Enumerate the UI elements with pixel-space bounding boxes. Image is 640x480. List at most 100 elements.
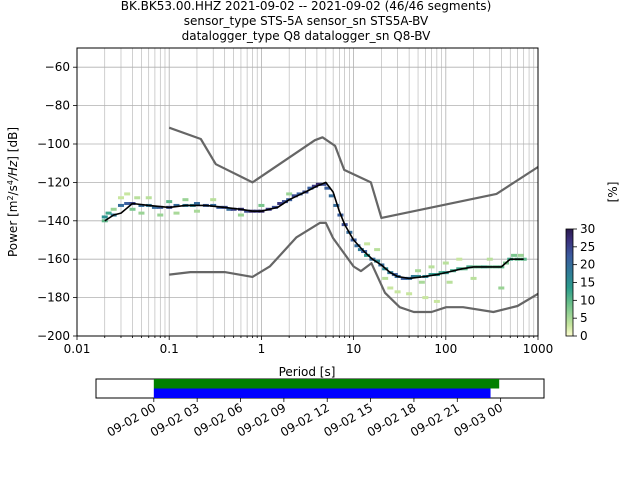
heatmap-cell — [117, 203, 124, 207]
series-line-nhnm — [168, 126, 539, 219]
heatmap-cell — [486, 257, 493, 261]
heatmap-cell — [433, 299, 440, 303]
heatmap-cell — [470, 276, 477, 280]
heatmap-cell — [442, 261, 449, 265]
heatmap-cell — [258, 203, 265, 207]
heatmap-cell — [333, 203, 340, 207]
heatmap-cell — [311, 184, 318, 188]
heatmap-cell — [182, 198, 189, 202]
heatmap-cell — [237, 213, 244, 217]
x-axis-label: Period [s] — [279, 365, 336, 379]
timeline-tick-label: 09-03 00 — [451, 400, 505, 439]
timeline-tick-label: 09-02 09 — [235, 400, 289, 439]
heatmap-cell — [446, 280, 453, 284]
y-tick-label: −200 — [37, 329, 70, 343]
heatmap-cell — [124, 202, 131, 206]
heatmap-cell — [226, 207, 233, 211]
heatmap-cell — [145, 196, 152, 200]
title-line-3: datalogger_type Q8 datalogger_sn Q8-BV — [182, 29, 432, 43]
heatmap-cell — [520, 257, 527, 261]
heatmap-cell — [110, 207, 117, 211]
colorbar-tick-label: 15 — [580, 276, 595, 290]
heatmap-cell — [456, 257, 463, 261]
heatmap-cell — [307, 186, 314, 190]
heatmap-cell — [374, 259, 381, 263]
heatmap-cell — [315, 182, 322, 186]
heatmap-cell — [129, 207, 136, 211]
heatmap-cell — [410, 274, 417, 278]
heatmap-cell — [138, 211, 145, 215]
heatmap-cell — [406, 292, 413, 296]
heatmap-cell — [101, 215, 108, 219]
series-line-mode — [104, 181, 524, 280]
heatmap-cell — [382, 276, 389, 280]
heatmap-cell — [374, 248, 381, 252]
heatmap-cell — [511, 253, 518, 257]
y-tick-label: −80 — [45, 99, 70, 113]
heatmap-cell — [394, 290, 401, 294]
timeline-bar-data_availability — [153, 379, 500, 389]
heatmap-cell — [101, 219, 108, 223]
heatmap-cell — [193, 202, 200, 206]
y-tick-label: −180 — [37, 291, 70, 305]
heatmap-cell — [286, 192, 293, 196]
colorbar-gradient — [565, 228, 574, 337]
colorbar-tick-label: 20 — [580, 258, 595, 272]
heatmap-cell — [415, 274, 422, 278]
heatmap-cell — [173, 211, 180, 215]
heatmap-cell — [151, 205, 158, 209]
x-axis-ticks: 0.01 0.1 1 10 100 1000 — [64, 336, 554, 356]
timeline-bar-used_segments — [153, 388, 491, 398]
heatmap-cell — [364, 253, 371, 257]
heatmap-cell — [105, 211, 112, 215]
heatmap-cell — [418, 280, 425, 284]
heatmap-cell — [422, 296, 429, 300]
heatmap-cell — [320, 182, 327, 186]
heatmap-cell — [517, 253, 524, 257]
x-tick-label: 1000 — [523, 342, 554, 356]
timeline-tick-label: 09-02 06 — [191, 400, 245, 439]
timeline-tick-label: 09-02 15 — [321, 400, 375, 439]
heatmap-cell — [354, 244, 361, 248]
heatmap-cell — [415, 269, 422, 273]
x-tick-label: 1 — [258, 342, 266, 356]
heatmap-cell — [324, 186, 331, 190]
y-tick-label: −160 — [37, 252, 70, 266]
y-axis-ticks: −60 −80 −100 −120 −140 −160 −180 −200 — [37, 60, 77, 343]
colorbar: 0 5 10 15 20 25 30 [%] — [565, 182, 620, 343]
plot-grid — [76, 48, 539, 337]
heatmap-cell — [166, 200, 173, 204]
colorbar-ticks: 0 5 10 15 20 25 30 — [573, 222, 595, 343]
colorbar-label: [%] — [606, 182, 620, 203]
y-tick-label: −100 — [37, 137, 70, 151]
heatmap-cell — [357, 248, 364, 252]
heatmap-cell — [400, 276, 407, 280]
timeline-tick-label: 09-02 21 — [408, 400, 462, 439]
heatmap-cell — [328, 194, 335, 198]
colorbar-tick-label: 5 — [580, 311, 588, 325]
heatmap-cell — [210, 198, 217, 202]
heatmap-cell — [291, 194, 298, 198]
psd-lines — [104, 126, 539, 314]
heatmap-cell — [244, 209, 251, 213]
title-line-1: BK.BK53.00.HHZ 2021-09-02 -- 2021-09-02 … — [121, 0, 492, 13]
heatmap-cell — [438, 271, 445, 275]
x-tick-label: 10 — [346, 342, 361, 356]
x-tick-label: 0.1 — [160, 342, 179, 356]
colorbar-tick-label: 30 — [580, 222, 595, 236]
heatmap-cell — [124, 192, 131, 196]
title-line-2: sensor_type STS-5A sensor_sn STS5A-BV — [184, 14, 429, 28]
heatmap-cell — [193, 209, 200, 213]
y-tick-label: −140 — [37, 214, 70, 228]
heatmap-cell — [157, 205, 164, 209]
heatmap-cell — [173, 203, 180, 207]
heatmap-cell — [498, 286, 505, 290]
colorbar-tick-label: 10 — [580, 293, 595, 307]
heatmap-cell — [277, 202, 284, 206]
heatmap-cell — [428, 273, 435, 277]
timeline-bars — [153, 379, 500, 398]
heatmap-cell — [117, 196, 124, 200]
y-tick-label: −120 — [37, 175, 70, 189]
timeline-tick-label: 09-02 18 — [365, 400, 419, 439]
